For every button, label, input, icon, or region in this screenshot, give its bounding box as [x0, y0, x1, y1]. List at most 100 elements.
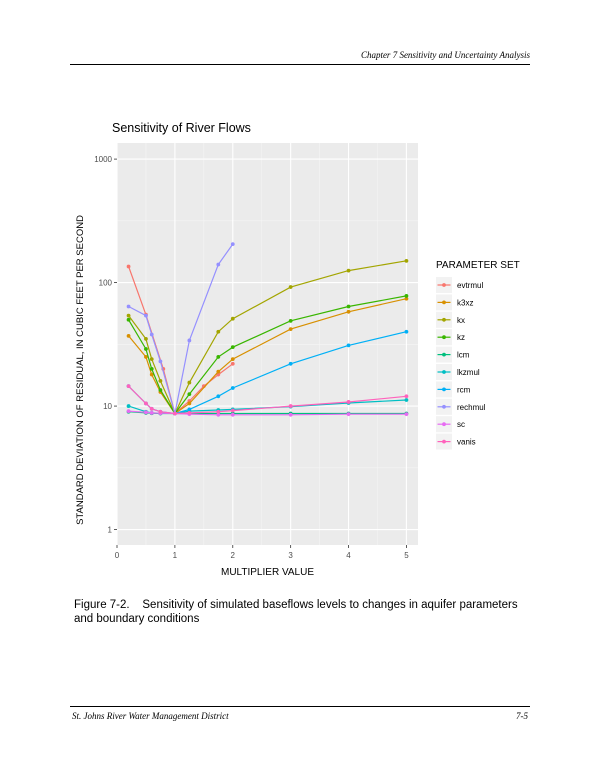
data-point-sc	[346, 412, 351, 417]
x-tick-label: 1	[173, 551, 178, 560]
legend-item-lcm: lcm	[436, 346, 470, 363]
data-point-rechmul	[187, 338, 192, 343]
data-point-k3xz	[144, 355, 148, 359]
chart-title: Sensitivity of River Flows	[112, 121, 251, 135]
legend-key-point	[442, 317, 446, 322]
legend-key-point	[442, 300, 446, 305]
data-point-vanis	[149, 406, 154, 411]
data-point-lkzmul	[126, 404, 131, 408]
data-point-vanis	[144, 401, 148, 406]
footer-page-number: 7-5	[516, 711, 528, 721]
data-point-kz	[288, 318, 293, 323]
legend-title: PARAMETER SET	[436, 260, 520, 271]
data-point-rcm	[187, 407, 192, 412]
data-point-vanis	[126, 384, 131, 389]
data-point-rcm	[346, 343, 351, 348]
legend-key-point	[442, 439, 446, 444]
data-point-evtrmul	[230, 361, 235, 366]
data-point-k3xz	[230, 357, 235, 362]
river-flow-sensitivity-chart: 0 1 2 3 4 5 1 10 100 1000 Sensitivity of River Flo…	[75, 121, 520, 578]
data-point-vanis	[158, 409, 163, 414]
legend-label: kx	[457, 316, 465, 325]
legend-item-lkzmul: lkzmul	[436, 364, 480, 380]
legend-label: rcm	[457, 385, 471, 394]
data-point-kx	[158, 378, 163, 383]
data-point-rechmul	[144, 313, 148, 318]
data-point-sc	[126, 409, 131, 414]
legend-label: k3xz	[457, 298, 473, 307]
legend-item-k3xz: k3xz	[436, 294, 473, 311]
legend-key-point	[442, 283, 446, 287]
data-point-kx	[216, 329, 221, 334]
legend-item-evtrmul: evtrmul	[436, 277, 483, 293]
data-point-kz	[149, 367, 154, 371]
data-point-kx	[149, 357, 154, 362]
data-point-vanis	[346, 400, 351, 404]
legend-label: evtrmul	[457, 281, 483, 290]
data-point-rcm	[230, 386, 235, 390]
data-point-vanis	[288, 404, 293, 408]
data-point-sc	[216, 412, 221, 417]
data-point-kz	[346, 304, 351, 309]
y-tick-label: 100	[99, 279, 113, 288]
y-tick-label: 10	[103, 402, 112, 411]
legend-key-point	[442, 387, 446, 392]
data-point-vanis	[216, 409, 221, 414]
legend-key-point	[442, 404, 446, 409]
x-tick-label: 3	[288, 551, 293, 560]
series-k3xz	[126, 296, 409, 416]
legend-key-point	[442, 335, 446, 340]
series-kz	[126, 294, 409, 416]
data-point-k3xz	[187, 401, 192, 406]
data-point-rechmul	[230, 242, 235, 246]
data-point-rechmul	[126, 304, 131, 309]
data-point-kx	[144, 336, 148, 341]
data-point-kz	[187, 392, 192, 397]
legend-label: lcm	[457, 351, 470, 360]
data-point-lkzmul	[404, 398, 409, 402]
footer-rule	[70, 706, 530, 707]
plot-panel	[117, 143, 418, 545]
data-point-rcm	[216, 394, 221, 399]
data-point-kx	[288, 285, 293, 289]
series-rechmul	[126, 242, 235, 416]
x-tick-label: 5	[404, 551, 409, 560]
data-point-evtrmul	[126, 264, 131, 269]
data-point-kx	[230, 316, 235, 321]
data-point-kz	[144, 347, 148, 351]
x-tick-label: 0	[115, 551, 120, 560]
data-point-vanis	[187, 411, 192, 415]
data-point-vanis	[230, 408, 235, 413]
x-tick-label: 4	[346, 551, 351, 560]
legend-label: kz	[457, 333, 465, 342]
data-point-sc	[149, 411, 154, 415]
data-point-kx	[346, 268, 351, 273]
data-point-k3xz	[149, 372, 154, 377]
legend-key-point	[442, 422, 446, 427]
legend-item-kz: kz	[436, 329, 465, 346]
data-point-kx	[404, 258, 409, 263]
data-point-rechmul	[149, 332, 154, 337]
data-point-kz	[404, 294, 409, 298]
data-point-k3xz	[216, 369, 221, 374]
data-point-sc	[404, 412, 409, 417]
data-point-sc	[144, 410, 148, 415]
y-axis-label: STANDARD DEVIATION OF RESIDUAL, IN CUBIC…	[75, 215, 86, 525]
data-point-rechmul	[216, 262, 221, 267]
data-point-kx	[187, 380, 192, 385]
legend-item-rechmul: rechmul	[436, 398, 486, 415]
data-point-vanis	[404, 394, 409, 399]
legend-item-vanis: vanis	[436, 433, 476, 450]
legend-label: rechmul	[457, 403, 486, 412]
series-vanis	[126, 384, 409, 416]
data-point-kz	[230, 345, 235, 350]
data-point-kz	[158, 388, 163, 392]
data-point-sc	[230, 412, 235, 417]
data-point-k3xz	[126, 334, 131, 338]
legend-key-point	[442, 370, 446, 374]
y-tick-label: 1000	[94, 155, 112, 164]
data-point-kx	[126, 313, 131, 318]
data-point-sc	[288, 412, 293, 417]
series-line-rechmul	[128, 243, 234, 414]
data-point-vanis	[172, 411, 177, 416]
